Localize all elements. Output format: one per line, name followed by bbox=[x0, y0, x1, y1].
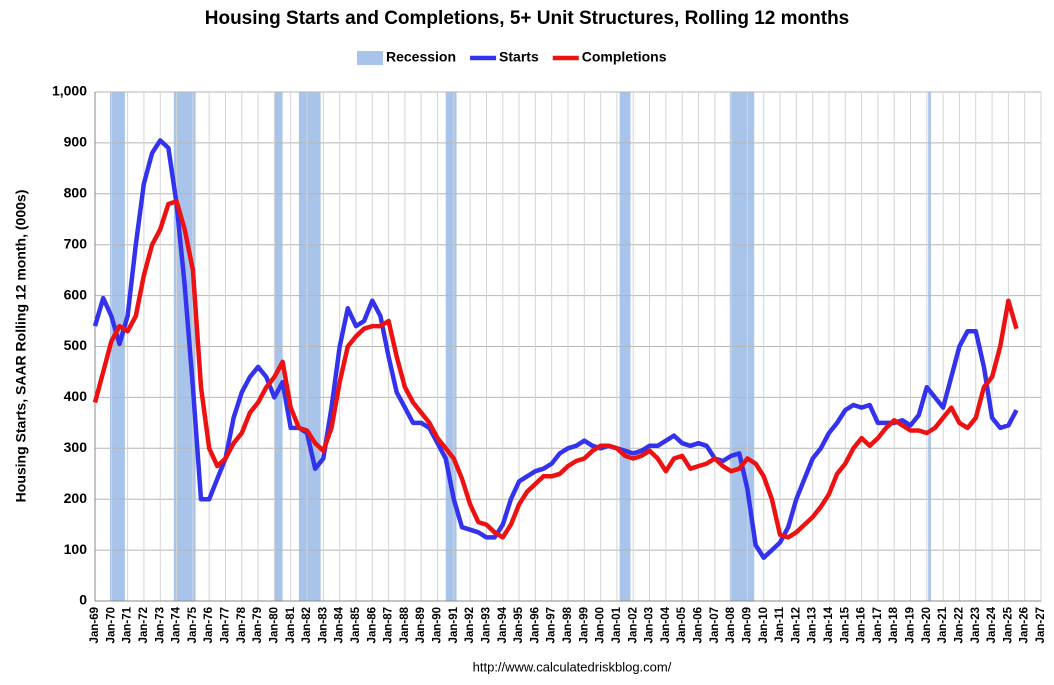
x-tick-label: Jan-92 bbox=[464, 607, 476, 643]
x-tick-label: Jan-21 bbox=[937, 606, 949, 643]
y-tick-label: 800 bbox=[64, 185, 88, 201]
x-tick-label: Jan-93 bbox=[480, 607, 492, 643]
x-tick-label: Jan-13 bbox=[807, 607, 819, 643]
x-tick-label: Jan-91 bbox=[448, 606, 460, 643]
y-tick-label: 600 bbox=[64, 286, 88, 302]
x-tick-label: Jan-00 bbox=[595, 607, 607, 643]
x-tick-label: Jan-03 bbox=[644, 607, 656, 643]
x-tick-label: Jan-83 bbox=[317, 607, 329, 643]
x-tick-label: Jan-22 bbox=[953, 607, 965, 643]
y-tick-label: 0 bbox=[79, 592, 87, 608]
x-tick-label: Jan-97 bbox=[546, 607, 558, 643]
x-tick-label: Jan-15 bbox=[839, 606, 851, 643]
x-tick-label: Jan-71 bbox=[122, 606, 134, 643]
x-tick-label: Jan-23 bbox=[970, 607, 982, 643]
x-tick-label: Jan-79 bbox=[252, 607, 264, 643]
x-tick-label: Jan-72 bbox=[138, 607, 150, 643]
x-tick-label: Jan-75 bbox=[187, 606, 199, 643]
x-tick-label: Jan-98 bbox=[562, 606, 574, 643]
x-tick-label: Jan-87 bbox=[383, 607, 395, 643]
legend-label: Recession bbox=[386, 49, 456, 65]
x-tick-label: Jan-24 bbox=[986, 606, 998, 643]
x-tick-label: Jan-17 bbox=[872, 607, 884, 643]
x-tick-label: Jan-78 bbox=[236, 606, 248, 643]
x-tick-label: Jan-04 bbox=[660, 606, 672, 643]
x-tick-label: Jan-11 bbox=[774, 606, 786, 642]
y-tick-label: 300 bbox=[64, 439, 88, 455]
x-tick-label: Jan-69 bbox=[89, 607, 101, 643]
x-tick-label: Jan-74 bbox=[171, 606, 183, 643]
legend-label: Completions bbox=[582, 49, 667, 65]
series-line bbox=[92, 199, 1019, 540]
x-tick-label: Jan-86 bbox=[366, 607, 378, 643]
x-tick-label: Jan-27 bbox=[1035, 607, 1047, 643]
chart-title: Housing Starts and Completions, 5+ Unit … bbox=[205, 8, 850, 29]
x-tick-label: Jan-26 bbox=[1019, 607, 1031, 643]
x-tick-label: Jan-99 bbox=[578, 607, 590, 643]
y-tick-label: 200 bbox=[64, 490, 88, 506]
x-tick-label: Jan-95 bbox=[513, 606, 525, 643]
x-tick-label: Jan-12 bbox=[790, 607, 802, 643]
source: http://www.calculatedriskblog.com/ bbox=[473, 659, 672, 674]
y-tick-label: 1,000 bbox=[52, 83, 87, 99]
x-tick-label: Jan-19 bbox=[905, 607, 917, 643]
x-tick-label: Jan-96 bbox=[529, 607, 541, 643]
x-tick-label: Jan-94 bbox=[497, 606, 509, 643]
y-tick-label: 700 bbox=[64, 235, 88, 251]
x-tick-label: Jan-20 bbox=[921, 607, 933, 643]
y-tick-label: 500 bbox=[64, 337, 88, 353]
series-line bbox=[92, 138, 1019, 560]
legend-swatch bbox=[357, 51, 383, 65]
x-tick-label: Jan-81 bbox=[285, 606, 297, 643]
x-tick-label: Jan-70 bbox=[105, 607, 117, 643]
x-tick-label: Jan-89 bbox=[415, 607, 427, 643]
y-tick-label: 400 bbox=[64, 388, 88, 404]
x-tick-label: Jan-14 bbox=[823, 606, 835, 643]
x-tick-label: Jan-80 bbox=[268, 607, 280, 643]
x-tick-label: Jan-16 bbox=[856, 607, 868, 643]
x-tick-label: Jan-85 bbox=[350, 606, 362, 643]
x-tick-label: Jan-18 bbox=[888, 606, 900, 643]
x-tick-label: Jan-84 bbox=[334, 606, 346, 643]
x-tick-label: Jan-90 bbox=[432, 607, 444, 643]
x-tick-label: Jan-08 bbox=[725, 606, 737, 643]
legend-label: Starts bbox=[499, 49, 539, 65]
y-axis-label: Housing Starts, SAAR Rolling 12 month, (… bbox=[13, 190, 29, 503]
y-tick-label: 100 bbox=[64, 541, 88, 557]
x-tick-label: Jan-77 bbox=[220, 607, 232, 643]
x-tick-label: Jan-73 bbox=[154, 607, 166, 643]
x-tick-label: Jan-05 bbox=[676, 606, 688, 643]
x-tick-label: Jan-82 bbox=[301, 607, 313, 643]
x-tick-label: Jan-02 bbox=[627, 607, 639, 643]
x-tick-label: Jan-01 bbox=[611, 606, 623, 643]
x-tick-label: Jan-09 bbox=[741, 607, 753, 643]
x-tick-label: Jan-10 bbox=[758, 607, 770, 643]
x-tick-label: Jan-25 bbox=[1002, 606, 1014, 643]
x-tick-label: Jan-07 bbox=[709, 607, 721, 643]
x-tick-label: Jan-76 bbox=[203, 607, 215, 643]
y-tick-label: 900 bbox=[64, 134, 88, 150]
x-tick-label: Jan-88 bbox=[399, 606, 411, 643]
x-tick-label: Jan-06 bbox=[693, 607, 705, 643]
